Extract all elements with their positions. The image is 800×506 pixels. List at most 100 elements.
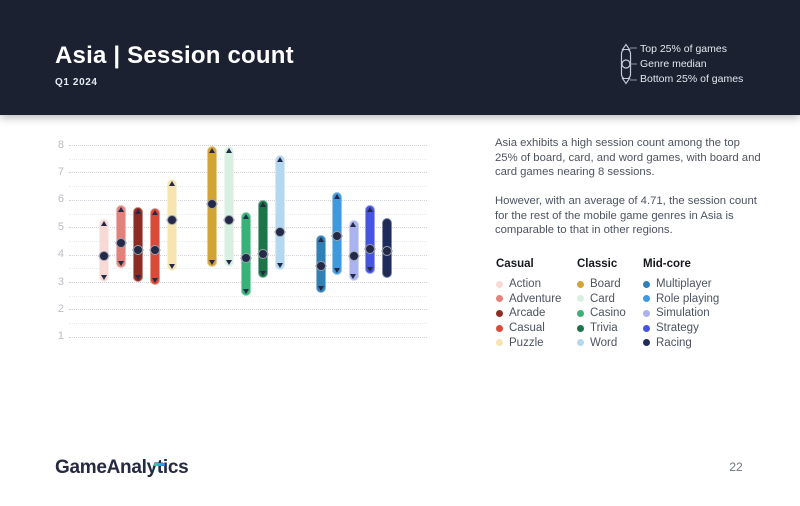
legend-column-classic: Classic Board Card Casino Trivia Word xyxy=(577,258,626,350)
genre-bar-casual xyxy=(149,208,162,285)
bottom-25-marker-icon xyxy=(100,275,107,280)
gridline xyxy=(69,295,427,297)
top-25-marker-icon xyxy=(117,207,124,213)
genre-bar-puzzle xyxy=(166,179,179,272)
top-25-marker-icon xyxy=(151,210,158,215)
genre-bar-role-playing xyxy=(331,191,344,276)
y-axis-tick-label: 8 xyxy=(57,138,64,151)
legend-color-dot xyxy=(643,339,650,347)
genre-bar-strategy xyxy=(364,205,377,274)
commentary-paragraph-2: However, with an average of 4.71, the se… xyxy=(495,195,757,237)
gridline xyxy=(69,309,427,311)
gridline xyxy=(69,336,427,338)
bottom-25-marker-icon xyxy=(117,261,124,267)
genre-bar-adventure xyxy=(115,205,128,269)
gridline xyxy=(69,323,427,325)
marker-legend: Top 25% of games Genre median Bottom 25%… xyxy=(616,42,776,90)
gridline xyxy=(69,186,427,188)
bottom-25-marker-icon xyxy=(208,259,215,265)
header: Asia | Session count Q1 2024 Top 25% of … xyxy=(0,0,800,115)
legend-item-label: Puzzle xyxy=(509,336,544,349)
genre-bar-word xyxy=(274,154,286,270)
y-axis-tick-label: 6 xyxy=(57,193,64,206)
median-dot xyxy=(150,245,161,256)
bottom-25-marker-icon xyxy=(317,285,324,291)
legend-item-label: Strategy xyxy=(656,322,699,335)
legend-color-dot xyxy=(577,309,584,317)
logo-text-after: ics xyxy=(162,457,189,478)
legend-item: Role playing xyxy=(643,292,719,307)
gridline xyxy=(69,172,427,174)
bottom-25-marker-icon xyxy=(151,277,158,283)
legend-item: Adventure xyxy=(496,292,561,307)
legend-item: Strategy xyxy=(643,321,719,336)
page-subtitle: Q1 2024 xyxy=(55,77,98,88)
median-dot xyxy=(275,227,285,238)
median-dot xyxy=(224,214,234,225)
median-dot xyxy=(241,253,251,264)
genre-bar-multiplayer xyxy=(315,235,327,293)
gameanalytics-logo: GameAnalyt ics xyxy=(55,456,189,480)
legend-column-header: Casual xyxy=(496,258,534,270)
genre-bar-racing xyxy=(380,217,393,278)
top-25-marker-icon xyxy=(366,207,373,213)
legend-column-casual: Casual Action Adventure Arcade Casual Puzzle xyxy=(496,258,561,350)
legend-item-label: Racing xyxy=(656,336,692,349)
top-25-marker-icon xyxy=(134,208,141,214)
median-dot xyxy=(133,245,144,256)
legend-color-dot xyxy=(577,324,584,332)
top-25-marker-icon xyxy=(259,201,266,207)
legend-column-header: Mid-core xyxy=(643,258,691,270)
legend-color-dot xyxy=(496,339,503,347)
legend-item-label: Casual xyxy=(509,322,545,335)
commentary-paragraph-1: Asia exhibits a high session count among… xyxy=(495,137,761,179)
marker-legend-bottom-label: Bottom 25% of games xyxy=(640,73,744,85)
logo-text-t: t xyxy=(156,457,163,478)
y-axis-tick-label: 5 xyxy=(57,220,64,233)
legend-item: Racing xyxy=(643,335,719,350)
legend-item: Arcade xyxy=(496,306,561,321)
legend-color-dot xyxy=(496,295,503,303)
marker-legend-median-label: Genre median xyxy=(640,58,707,70)
legend-item-label: Adventure xyxy=(509,292,562,305)
y-axis-tick-label: 2 xyxy=(57,302,64,315)
genre-bar-simulation xyxy=(347,220,360,281)
y-axis-tick-label: 7 xyxy=(57,165,64,178)
legend-item-label: Arcade xyxy=(509,307,546,320)
top-25-marker-icon xyxy=(168,181,175,187)
y-axis-tick-label: 3 xyxy=(57,275,64,288)
genre-bar-card xyxy=(223,146,235,267)
legend-item-label: Card xyxy=(590,292,615,305)
legend-color-dot xyxy=(643,295,650,303)
top-25-marker-icon xyxy=(100,221,107,226)
candlestick-glyph-icon xyxy=(620,43,637,85)
legend-item-label: Simulation xyxy=(656,307,710,320)
legend-color-dot xyxy=(496,280,503,288)
bottom-25-marker-icon xyxy=(333,268,340,274)
legend-item: Puzzle xyxy=(496,335,561,350)
legend-item: Casino xyxy=(577,306,626,321)
legend-item: Trivia xyxy=(577,321,626,336)
median-dot xyxy=(258,249,268,260)
genre-bar-board xyxy=(206,146,218,267)
legend-color-dot xyxy=(577,295,584,303)
legend-column-header: Classic xyxy=(577,258,618,270)
legend-color-dot xyxy=(643,324,650,332)
legend-color-dot xyxy=(496,324,503,332)
legend-item-label: Casino xyxy=(590,307,626,320)
legend-color-dot xyxy=(577,339,584,347)
bottom-25-marker-icon xyxy=(225,259,232,265)
legend-item: Board xyxy=(577,277,626,292)
logo-t-dash-icon xyxy=(154,463,166,466)
median-dot xyxy=(207,198,217,209)
top-25-marker-icon xyxy=(350,222,357,228)
page-title: Asia | Session count xyxy=(55,42,294,69)
median-dot xyxy=(381,246,392,257)
legend-item-label: Multiplayer xyxy=(656,278,712,291)
legend-item-label: Board xyxy=(590,278,621,291)
median-dot xyxy=(365,243,376,254)
genre-bar-casino xyxy=(240,212,252,296)
top-25-marker-icon xyxy=(208,148,215,154)
legend-color-dot xyxy=(577,280,584,288)
